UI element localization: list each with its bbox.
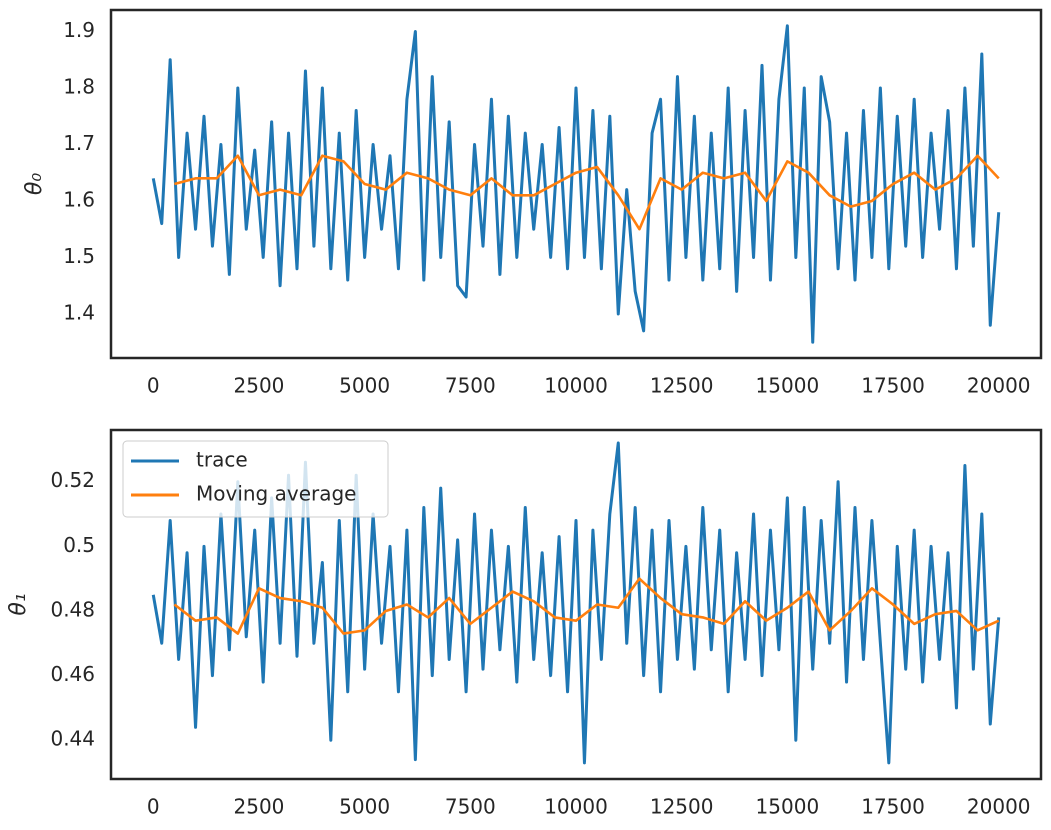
x-tick-label: 12500 [650,795,714,819]
y-axis-label: θ₀ [22,173,47,195]
series-line [173,577,1000,635]
x-tick-label: 12500 [650,374,714,398]
y-tick-label: 0.44 [50,727,95,751]
y-tick-label: 1.6 [63,187,95,211]
axes-frame [109,8,1043,360]
y-tick-label: 1.5 [63,244,95,268]
legend-box [122,440,389,518]
y-tick-label: 0.5 [63,533,95,557]
x-tick-label: 20000 [967,374,1031,398]
series-line [151,24,1001,344]
y-tick-label: 1.4 [63,300,95,324]
y-tick-label: 1.7 [63,131,95,155]
x-tick-label: 2500 [234,795,285,819]
y-tick-label: 1.9 [63,18,95,42]
y-tick-label: 1.8 [63,74,95,98]
x-tick-label: 7500 [445,374,496,398]
x-tick-label: 5000 [339,374,390,398]
x-tick-label: 10000 [544,795,608,819]
y-tick-label: 0.52 [50,468,95,492]
x-tick-label: 0 [147,795,160,819]
x-tick-label: 2500 [234,374,285,398]
x-tick-label: 7500 [445,795,496,819]
legend-label: trace [196,448,248,472]
axes-frame [109,428,1043,781]
series-line [151,441,1001,765]
y-tick-label: 0.46 [50,662,95,686]
x-tick-label: 15000 [756,795,820,819]
x-tick-label: 15000 [756,374,820,398]
x-tick-label: 20000 [967,795,1031,819]
series-line [174,154,1000,231]
x-tick-label: 17500 [861,374,925,398]
x-tick-label: 10000 [544,374,608,398]
y-axis-label: θ₁ [6,593,31,615]
x-tick-label: 0 [147,374,160,398]
x-tick-label: 17500 [861,795,925,819]
x-tick-label: 5000 [339,795,390,819]
legend-label: Moving average [196,482,357,506]
y-tick-label: 0.48 [50,597,95,621]
